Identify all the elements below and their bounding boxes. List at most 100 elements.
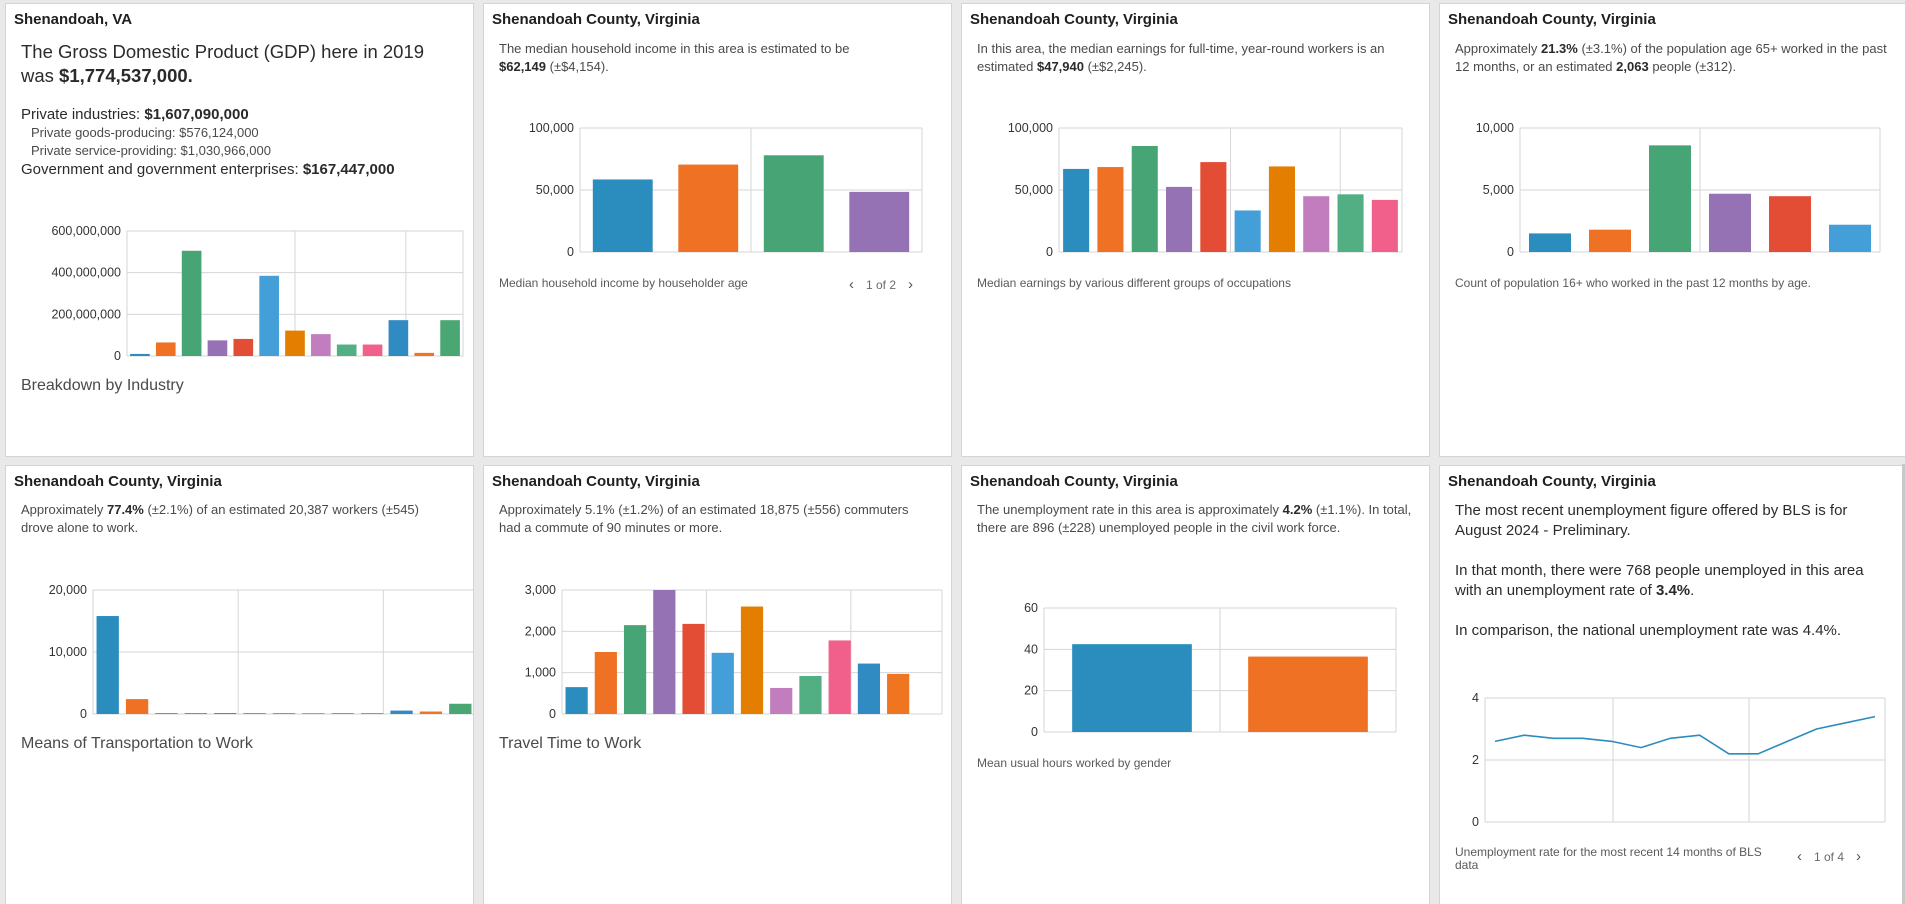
bar [130, 353, 150, 356]
bar [1063, 168, 1090, 252]
workers-description: Approximately 21.3% (±3.1%) of the popul… [1455, 41, 1887, 74]
bar [799, 675, 822, 714]
bar [390, 710, 413, 714]
bar [311, 334, 331, 356]
y-tick-label: 0 [549, 707, 556, 721]
bar [1371, 199, 1398, 252]
gdp-summary: The Gross Domestic Product (GDP) here in… [21, 41, 425, 86]
bar [414, 352, 435, 356]
chart-pager: ‹ 1 of 2 › [849, 276, 913, 293]
y-tick-label: 100,000 [529, 121, 574, 135]
bar [285, 330, 305, 356]
bar [243, 713, 266, 714]
bls-paragraph-3: In comparison, the national unemployment… [1455, 622, 1842, 639]
bar [770, 687, 793, 714]
y-tick-label: 0 [1031, 725, 1038, 739]
chart-caption: Median household income by householder a… [499, 276, 748, 290]
chart-caption: Breakdown by Industry [21, 377, 184, 394]
y-tick-label: 3,000 [525, 583, 556, 597]
y-tick-label: 400,000,000 [51, 266, 121, 280]
y-tick-label: 0 [567, 245, 574, 259]
bar [302, 713, 325, 714]
bar [1166, 186, 1193, 252]
page-scrollbar[interactable] [1902, 464, 1905, 904]
bar [331, 713, 354, 714]
card-earnings: Shenandoah County, Virginia In this area… [961, 3, 1430, 457]
bar [362, 344, 383, 356]
bar [233, 338, 254, 356]
bar [360, 713, 384, 714]
chart-caption: Median earnings by various different gro… [977, 276, 1291, 290]
y-tick-label: 0 [1507, 245, 1514, 259]
card-title: Shenandoah County, Virginia [492, 473, 700, 490]
bar [155, 713, 178, 714]
y-tick-label: 60 [1024, 601, 1038, 615]
bar [1097, 167, 1124, 252]
chart-caption: Count of population 16+ who worked in th… [1455, 276, 1811, 290]
gdp-value: $1,774,537,000. [59, 65, 193, 86]
bar [1248, 656, 1368, 732]
bar [763, 155, 824, 252]
card-workers-by-age: Shenandoah County, Virginia Approximatel… [1439, 3, 1905, 457]
travel-bar-chart: 0 1,000 2,000 3,000 [525, 583, 943, 721]
card-title: Shenandoah County, Virginia [970, 11, 1178, 28]
y-tick-label: 10,000 [1476, 121, 1514, 135]
bar [1072, 644, 1192, 732]
bar [1303, 196, 1330, 252]
bar [1589, 229, 1631, 252]
y-tick-label: 600,000,000 [51, 224, 121, 238]
pager-text: 1 of 4 [1814, 849, 1845, 864]
card-bls-unemployment: Shenandoah County, Virginia The most rec… [1439, 465, 1905, 904]
bar [678, 164, 739, 252]
bar [449, 703, 472, 714]
y-tick-label: 4 [1472, 691, 1479, 705]
bar [623, 625, 647, 714]
bar [1234, 210, 1261, 252]
card-title: Shenandoah County, Virginia [970, 473, 1178, 490]
income-bar-chart: 0 50,000 100,000 [529, 121, 923, 259]
bar [96, 616, 119, 714]
income-description: The median household income in this area… [499, 41, 850, 74]
card-title: Shenandoah County, Virginia [14, 473, 222, 490]
card-travel-time: Shenandoah County, Virginia Approximatel… [483, 465, 952, 904]
bar [849, 191, 910, 252]
chevron-left-icon[interactable]: ‹ [849, 276, 854, 293]
earnings-bar-chart: 0 50,000 100,000 [1008, 121, 1403, 259]
card-title: Shenandoah, VA [14, 11, 133, 28]
y-tick-label: 100,000 [1008, 121, 1053, 135]
chart-caption: Means of Transportation to Work [21, 735, 253, 752]
private-industries: Private industries: $1,607,090,000 [21, 106, 249, 123]
bar [565, 687, 588, 714]
bar [1200, 162, 1227, 252]
bar [440, 320, 460, 356]
chart-caption: Unemployment rate for the most recent 14… [1455, 845, 1762, 872]
bls-paragraph-1: The most recent unemployment figure offe… [1455, 502, 1848, 539]
y-tick-label: 0 [1046, 245, 1053, 259]
y-tick-label: 0 [114, 349, 121, 363]
chevron-right-icon[interactable]: › [908, 276, 914, 293]
bar [419, 711, 443, 714]
bar [1131, 145, 1158, 252]
workers-bar-chart: 0 5,000 10,000 [1476, 121, 1881, 259]
transportation-bar-chart: 0 10,000 20,000 [49, 583, 473, 721]
bar [1769, 196, 1811, 252]
bar [887, 673, 910, 714]
unemployment-description: The unemployment rate in this area is ap… [977, 502, 1412, 535]
unemployment-line [1494, 715, 1876, 755]
card-title: Shenandoah County, Virginia [1448, 473, 1656, 490]
chevron-left-icon[interactable]: ‹ [1797, 848, 1802, 865]
y-tick-label: 40 [1024, 642, 1038, 656]
chevron-right-icon[interactable]: › [1856, 848, 1862, 865]
bar [207, 340, 228, 356]
bls-paragraph-2: In that month, there were 768 people une… [1455, 562, 1864, 599]
chart-pager: ‹ 1 of 4 › [1797, 848, 1861, 865]
y-tick-label: 50,000 [1015, 183, 1053, 197]
bar [1529, 233, 1571, 252]
y-tick-label: 10,000 [49, 645, 87, 659]
bar [1709, 193, 1751, 252]
bar [214, 713, 237, 714]
y-tick-label: 20 [1024, 684, 1038, 698]
industry-bar-chart: 0 200,000,000 400,000,000 600,000,000 [51, 224, 464, 363]
bar [259, 275, 279, 356]
